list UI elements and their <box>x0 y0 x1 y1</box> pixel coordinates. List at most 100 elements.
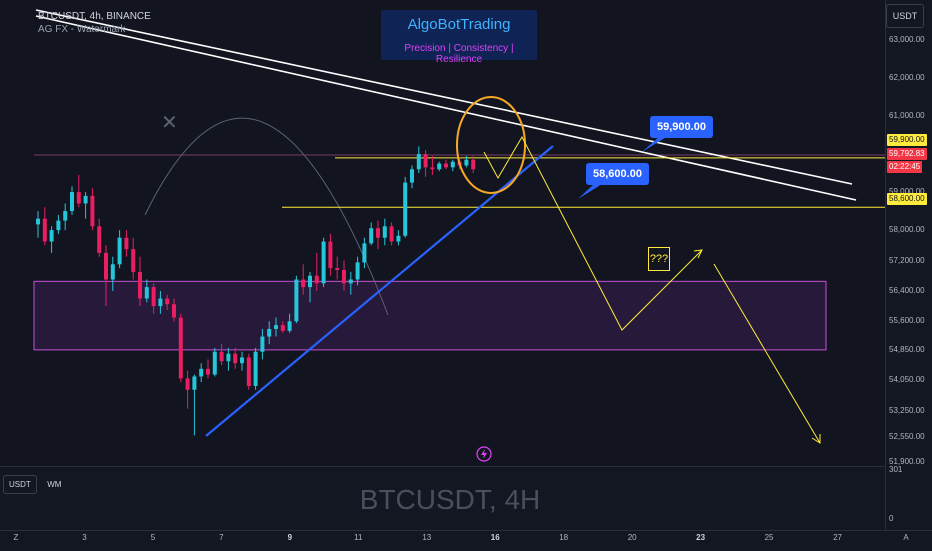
price-tick-label: 53,250.00 <box>889 405 925 415</box>
time-tick-label: 3 <box>82 533 87 542</box>
price-tag-countdown: 02:22:45 <box>887 161 923 173</box>
time-tick-label: 9 <box>287 533 293 542</box>
candle-body <box>233 353 238 364</box>
candle-body <box>172 304 176 318</box>
callout-upper-level: 59,900.00 <box>650 116 713 138</box>
price-axis[interactable] <box>885 0 932 530</box>
candle-body <box>314 275 319 284</box>
price-tick-label: 54,050.00 <box>889 375 925 385</box>
time-tick-label: 23 <box>696 533 706 542</box>
candle-body <box>144 287 149 299</box>
candle-body <box>403 182 408 236</box>
currency-button[interactable]: USDT <box>886 4 924 28</box>
lower-scale-bottom: 0 <box>889 514 894 523</box>
candle-body <box>274 325 278 329</box>
candle-body <box>260 336 265 352</box>
projected-drop-arrowhead <box>811 434 821 444</box>
candle-body <box>253 351 258 386</box>
candle-body <box>382 226 387 238</box>
candle-body <box>219 351 224 362</box>
question-marker: ??? <box>648 247 670 271</box>
candle-body <box>56 220 61 231</box>
candle-body <box>437 163 442 170</box>
candle-body <box>206 368 210 375</box>
brand-tagline: Precision | Consistency | Resilience <box>404 43 514 65</box>
projected-path <box>483 135 703 331</box>
time-tick-label: 13 <box>422 533 432 542</box>
price-tick-label: 57,200.00 <box>889 255 925 265</box>
pane-divider[interactable] <box>0 466 885 467</box>
indicator-name: AG FX - Watermark <box>38 24 126 35</box>
symbol-title: BTCUSDT, 4h, BINANCE <box>38 11 151 22</box>
price-tag-level-high: 59,900.00 <box>887 134 927 146</box>
candle-body <box>49 230 54 242</box>
candle-body <box>450 161 455 168</box>
candle-body <box>464 159 469 166</box>
candle-body <box>335 268 340 271</box>
time-tick-label: Z <box>13 533 19 542</box>
price-tick-label: 56,400.00 <box>889 285 925 295</box>
time-tick-label: 11 <box>354 533 363 542</box>
price-tick-label: 62,000.00 <box>889 73 925 83</box>
time-tick-label: 20 <box>627 533 637 542</box>
flash-icon[interactable] <box>476 446 492 462</box>
price-tick-label: 52,550.00 <box>889 432 925 442</box>
candle-body <box>124 237 129 250</box>
projected-path-arrowhead <box>693 249 703 259</box>
candle-body <box>83 195 88 204</box>
demand-zone <box>33 280 827 351</box>
price-tag-level-low: 58,600.00 <box>887 193 927 205</box>
candle-body <box>389 226 394 242</box>
candle-body <box>110 264 115 280</box>
brand-name: AlgoBotTrading <box>407 16 511 33</box>
price-tick-label: 58,000.00 <box>889 225 925 235</box>
candle-body <box>321 241 326 284</box>
callout-lower-level: 58,600.00 <box>586 163 649 185</box>
price-tick-label: 54,850.00 <box>889 344 925 354</box>
symbol-info: BTCUSDT, 4h, BINANCE AG FX - Watermark <box>38 10 151 36</box>
brand-box: AlgoBotTrading Precision | Consistency |… <box>381 10 537 65</box>
candle-body <box>63 211 68 221</box>
time-tick-label: 16 <box>490 533 500 542</box>
candle-body <box>192 376 197 390</box>
indicator-label[interactable]: WM <box>47 480 62 489</box>
projected-drop-line <box>713 263 821 444</box>
time-tick-label: 18 <box>559 533 569 542</box>
price-tick-label: 51,900.00 <box>889 457 925 466</box>
candle-body <box>396 235 401 242</box>
candle-body <box>240 357 244 364</box>
candle-body <box>138 271 142 299</box>
candle-body <box>178 317 183 379</box>
arc-guide <box>144 117 389 316</box>
time-tick-label: 25 <box>764 533 774 542</box>
time-tick-label: 5 <box>150 533 156 542</box>
descending-trendline-lower <box>35 15 857 201</box>
candle-body <box>226 353 231 362</box>
price-tick-label: 59,000.00 <box>889 187 925 197</box>
candle-body <box>301 279 306 288</box>
indicator-bar: USDT WM <box>3 474 61 494</box>
candle-body <box>185 378 190 390</box>
indicator-currency-button[interactable]: USDT <box>3 475 37 494</box>
candle-body <box>267 328 272 337</box>
candle-body <box>199 368 204 377</box>
price-tick-label: 61,000.00 <box>889 111 925 121</box>
candle-body <box>131 249 136 272</box>
chart-canvas[interactable] <box>0 0 885 466</box>
candle-body <box>430 167 435 170</box>
candle-body <box>355 262 360 280</box>
candle-body <box>70 192 74 212</box>
time-tick-label: 27 <box>833 533 842 542</box>
candle-body <box>42 218 47 242</box>
candle-body <box>36 218 40 225</box>
candle-body <box>165 298 170 305</box>
close-icon[interactable]: ✕ <box>161 112 178 134</box>
candle-body <box>444 163 448 168</box>
candle-body <box>348 279 353 284</box>
lower-scale-top: 301 <box>889 465 903 474</box>
time-axis[interactable] <box>0 530 932 551</box>
candle-body <box>104 252 108 280</box>
chart-pane[interactable] <box>0 0 885 466</box>
ascending-trendline <box>205 145 554 437</box>
time-tick-label: 7 <box>219 533 224 542</box>
